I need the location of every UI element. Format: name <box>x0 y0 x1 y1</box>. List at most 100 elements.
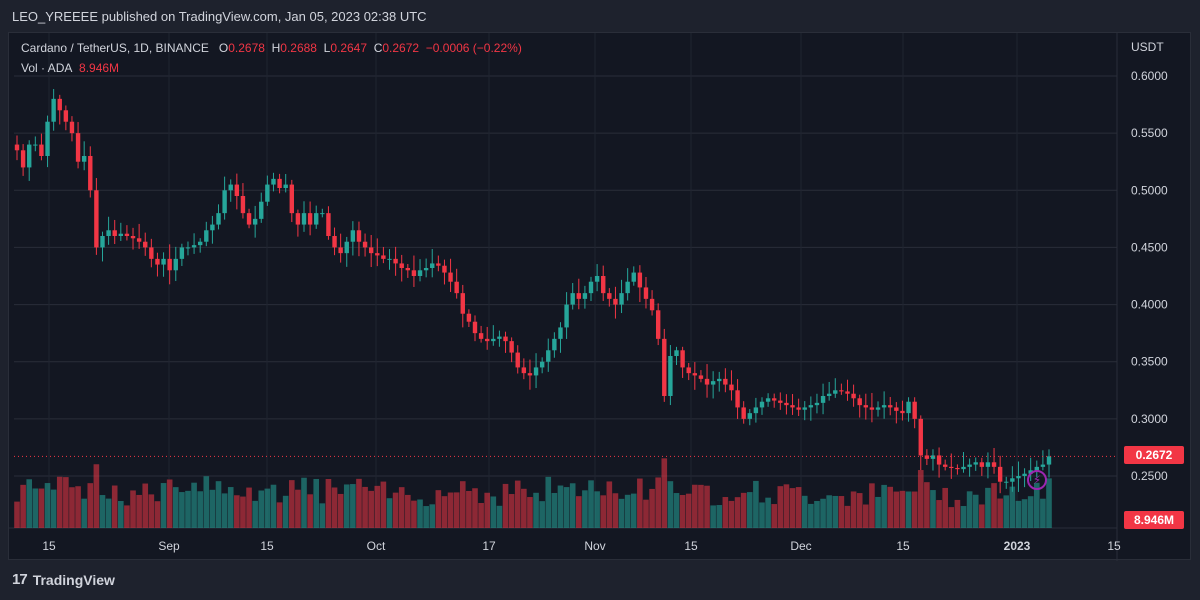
candle <box>710 381 716 385</box>
close-label: C <box>373 41 383 55</box>
y-tick-label: 0.5000 <box>1131 183 1168 197</box>
candle <box>674 350 679 356</box>
volume-bar <box>301 477 307 528</box>
volume-bar <box>227 487 234 528</box>
volume-bar <box>826 495 832 528</box>
volume-bar <box>722 497 729 528</box>
volume-bar <box>808 503 814 528</box>
volume-bar <box>838 496 845 528</box>
high-value: 0.2688 <box>280 41 317 55</box>
candle <box>411 270 417 276</box>
volume-bar <box>917 470 924 528</box>
x-tick-label: 15 <box>1107 539 1121 553</box>
candle <box>802 407 807 410</box>
candle <box>1034 466 1039 471</box>
candlestick-chart[interactable]: 0.6000 0.5500 0.5000 0.4500 0.4000 0.3500 0.30… <box>9 33 1192 561</box>
candle <box>1016 476 1021 479</box>
volume-bar <box>313 478 320 528</box>
volume-bar <box>398 487 405 528</box>
candle <box>240 196 246 214</box>
candle <box>332 236 337 248</box>
candle <box>149 247 154 259</box>
candle <box>368 247 374 254</box>
volume-bar <box>856 493 863 528</box>
volume-bar <box>20 484 26 528</box>
candle <box>601 276 606 294</box>
volume-bar <box>380 481 387 528</box>
symbol-label[interactable]: Cardano / TetherUS, 1D, BINANCE <box>21 41 209 55</box>
volume-bar <box>869 483 875 528</box>
candle <box>564 304 569 328</box>
y-tick-label: 0.3000 <box>1131 412 1168 426</box>
volume-bar <box>337 493 344 528</box>
volume-bar <box>325 478 332 528</box>
volume-bar <box>765 497 771 528</box>
volume-bar <box>435 490 442 528</box>
x-tick-label: 15 <box>896 539 910 553</box>
volume-bar <box>844 505 851 528</box>
y-tick-label: 0.5500 <box>1131 126 1168 140</box>
volume-bar <box>172 487 179 528</box>
volume-bar <box>484 492 491 528</box>
volume-bar <box>661 458 668 528</box>
y-tick-label: 0.6000 <box>1131 69 1168 83</box>
low-value: 0.2647 <box>330 41 368 55</box>
candle <box>808 405 814 408</box>
volume-bar <box>258 490 265 528</box>
candle <box>442 265 447 273</box>
x-tick-label: Sep <box>158 539 180 553</box>
volume-bar <box>814 500 820 528</box>
volume-bar <box>203 476 210 528</box>
candle <box>497 336 502 339</box>
candle <box>918 418 923 456</box>
volume-bar <box>1027 496 1034 528</box>
candle <box>814 402 820 406</box>
candle <box>338 247 343 254</box>
volume-bar <box>740 492 747 528</box>
volume-bar <box>466 490 472 528</box>
candle <box>546 350 551 362</box>
candle <box>906 401 911 414</box>
volume-bar <box>716 505 723 528</box>
volume-bar <box>801 495 808 528</box>
volume-bar <box>56 476 63 528</box>
candle <box>234 184 240 196</box>
volume-bar <box>111 485 118 528</box>
brand-name: TradingView <box>32 571 115 588</box>
volume-bar <box>441 496 448 528</box>
candle <box>124 233 130 236</box>
candle <box>991 462 997 467</box>
volume-bar <box>142 483 149 528</box>
candle <box>753 407 759 414</box>
volume-bar <box>405 494 411 528</box>
candle <box>582 293 588 299</box>
candle <box>747 413 752 419</box>
tradingview-logo[interactable]: 17 TradingView <box>12 571 115 588</box>
candle <box>436 263 441 266</box>
volume-bar <box>606 481 613 528</box>
volume-bar <box>863 504 869 528</box>
candle <box>527 373 533 376</box>
x-tick-label: 15 <box>684 539 698 553</box>
volume-bar <box>270 484 277 528</box>
volume-bar <box>832 495 839 528</box>
lightning-icon[interactable]: ⚡ <box>1027 470 1047 490</box>
candle <box>930 455 936 459</box>
candle <box>668 356 673 396</box>
volume-bar <box>1046 478 1052 528</box>
chart-area[interactable]: 0.6000 0.5500 0.5000 0.4500 0.4000 0.3500 0.30… <box>8 32 1192 561</box>
candle <box>772 398 777 401</box>
candle <box>1022 473 1027 476</box>
candle <box>967 464 972 467</box>
volume-bar <box>319 503 326 528</box>
candle <box>717 378 722 382</box>
volume-bar <box>893 491 900 528</box>
volume-label[interactable]: Vol · ADA <box>21 61 73 75</box>
candle <box>430 263 435 268</box>
candle <box>509 341 514 353</box>
candle <box>704 378 710 385</box>
volume-bar <box>618 498 625 528</box>
published-header: LEO_YREEEE published on TradingView.com,… <box>12 9 427 24</box>
volume-bar <box>1033 482 1040 528</box>
tradingview-logo-icon: 17 <box>12 571 28 588</box>
